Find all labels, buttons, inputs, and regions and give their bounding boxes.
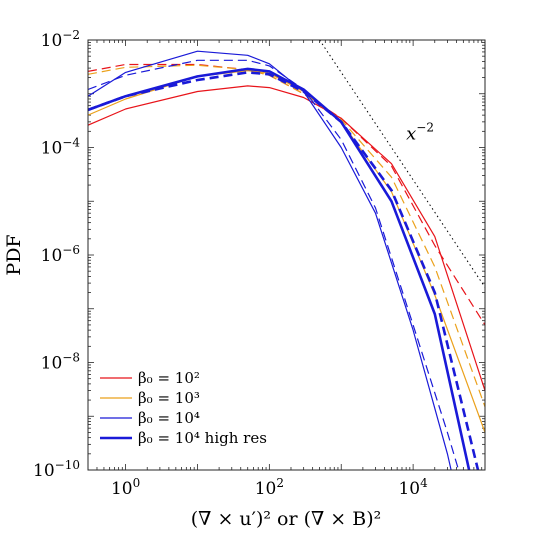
legend-label: β₀ = 10⁴	[138, 409, 200, 427]
y-axis-label: PDF	[3, 234, 25, 275]
legend-label: β₀ = 10²	[138, 369, 200, 387]
y-tick-label: 10−8	[41, 351, 80, 374]
y-tick-label: 10−2	[41, 28, 80, 51]
annotation-layer: x−2	[406, 121, 434, 145]
reference-line-x-minus-2	[319, 40, 485, 288]
y-tick-label: 10−10	[33, 458, 80, 481]
x-tick-label: 102	[255, 476, 284, 499]
series-line	[88, 64, 485, 408]
slope-annotation: x−2	[406, 121, 434, 145]
series-line	[88, 67, 471, 470]
legend-label: β₀ = 10⁴ high res	[138, 429, 267, 447]
plot-frame	[87, 39, 486, 471]
y-tick-label: 10−4	[41, 136, 81, 159]
y-tick-label: 10−6	[41, 243, 80, 266]
x-tick-label: 100	[111, 476, 140, 499]
x-axis-label: (∇ × u′)² or (∇ × B)²	[191, 508, 382, 530]
legend: β₀ = 10² β₀ = 10³ β₀ = 10⁴ β₀ = 10⁴ high re…	[100, 369, 267, 447]
series-line	[88, 71, 480, 470]
series-layer	[88, 40, 485, 470]
x-tick-label: 104	[398, 476, 428, 499]
legend-label: β₀ = 10³	[138, 389, 200, 407]
series-line	[88, 85, 485, 391]
tick-labels: 100 102 104 10−2 10−4 10−6 10−8 10−10	[33, 28, 428, 499]
